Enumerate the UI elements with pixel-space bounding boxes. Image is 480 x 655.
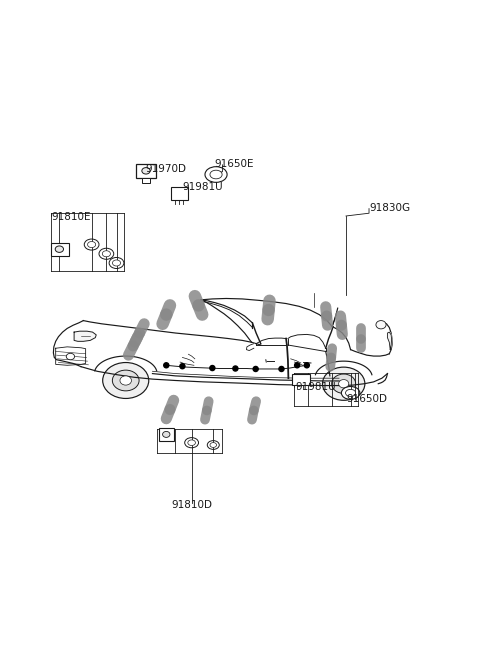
Ellipse shape (55, 246, 63, 252)
Text: 91970D: 91970D (145, 164, 187, 174)
Ellipse shape (103, 362, 149, 398)
Polygon shape (246, 344, 254, 350)
Text: 91810E: 91810E (51, 212, 91, 222)
Ellipse shape (102, 251, 110, 257)
Ellipse shape (210, 170, 222, 179)
Ellipse shape (207, 441, 219, 449)
Ellipse shape (332, 374, 356, 394)
Circle shape (304, 363, 309, 368)
Circle shape (233, 366, 238, 371)
Ellipse shape (210, 443, 216, 447)
Ellipse shape (376, 320, 386, 329)
Ellipse shape (338, 379, 349, 388)
Ellipse shape (87, 242, 96, 248)
Circle shape (164, 363, 169, 368)
Circle shape (295, 363, 300, 368)
Ellipse shape (185, 438, 199, 448)
Ellipse shape (109, 257, 124, 269)
Text: 91981U: 91981U (182, 182, 223, 192)
Text: 91981U: 91981U (295, 383, 336, 392)
Bar (292, 373, 310, 384)
Ellipse shape (66, 353, 74, 360)
Ellipse shape (112, 370, 139, 391)
Bar (159, 428, 174, 441)
Text: 91810D: 91810D (171, 500, 212, 510)
Polygon shape (74, 331, 96, 341)
Ellipse shape (323, 367, 365, 400)
Ellipse shape (341, 386, 360, 400)
Ellipse shape (163, 432, 170, 438)
Ellipse shape (120, 376, 132, 385)
Bar (171, 187, 188, 200)
Circle shape (279, 366, 284, 371)
Ellipse shape (112, 260, 120, 266)
Polygon shape (387, 332, 392, 350)
Ellipse shape (99, 248, 114, 259)
Ellipse shape (142, 168, 150, 174)
Bar (51, 243, 69, 255)
Bar (136, 164, 156, 178)
Text: 91650D: 91650D (346, 394, 387, 404)
Text: 91650E: 91650E (215, 159, 254, 169)
Ellipse shape (346, 389, 356, 396)
Circle shape (180, 364, 185, 369)
Ellipse shape (205, 166, 227, 182)
Ellipse shape (188, 440, 195, 445)
Ellipse shape (84, 239, 99, 250)
Bar (142, 178, 150, 183)
Circle shape (210, 365, 215, 371)
Text: 91830G: 91830G (369, 202, 410, 213)
Circle shape (253, 366, 258, 371)
